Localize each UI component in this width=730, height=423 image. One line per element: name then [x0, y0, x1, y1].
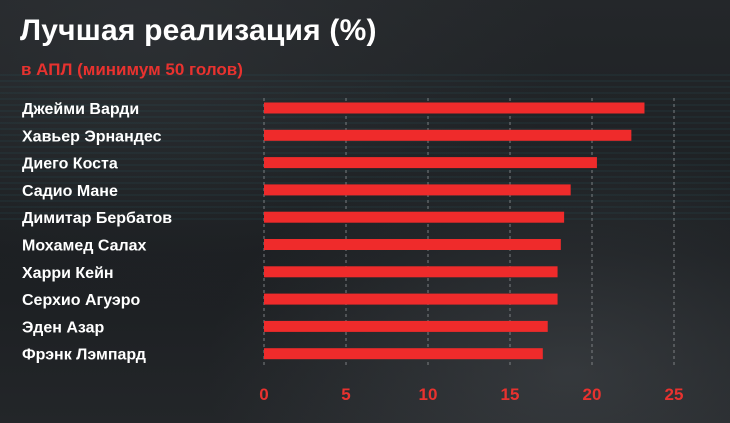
category-label: Серхио Агуэро	[22, 292, 140, 309]
category-label: Диего Коста	[22, 156, 118, 173]
category-label: Джейми Варди	[22, 101, 139, 118]
x-tick-label: 15	[501, 385, 520, 404]
bar	[264, 293, 558, 305]
chart-subtitle: в АПЛ (минимум 50 голов)	[21, 60, 243, 79]
x-tick-label: 25	[665, 385, 684, 404]
category-label: Эден Азар	[22, 319, 105, 336]
x-tick-label: 5	[341, 385, 350, 404]
bar	[264, 211, 565, 223]
bar	[264, 129, 632, 141]
bar	[264, 157, 597, 169]
bar	[264, 320, 548, 332]
chart-title: Лучшая реализация (%)	[20, 14, 377, 47]
category-label: Димитар Бербатов	[22, 210, 172, 227]
category-label: Хавьер Эрнандес	[22, 128, 162, 145]
category-label: Садио Мане	[22, 183, 118, 200]
bar	[264, 348, 543, 360]
bar	[264, 266, 558, 278]
bar	[264, 184, 571, 196]
category-label: Мохамед Салах	[22, 238, 147, 255]
category-label: Фрэнк Лэмпард	[22, 347, 146, 364]
category-label: Харри Кейн	[22, 265, 114, 282]
bar	[264, 239, 561, 250]
x-tick-label: 20	[583, 385, 602, 404]
x-tick-label: 0	[259, 385, 268, 404]
bar	[264, 102, 645, 114]
x-tick-label: 10	[419, 385, 438, 404]
